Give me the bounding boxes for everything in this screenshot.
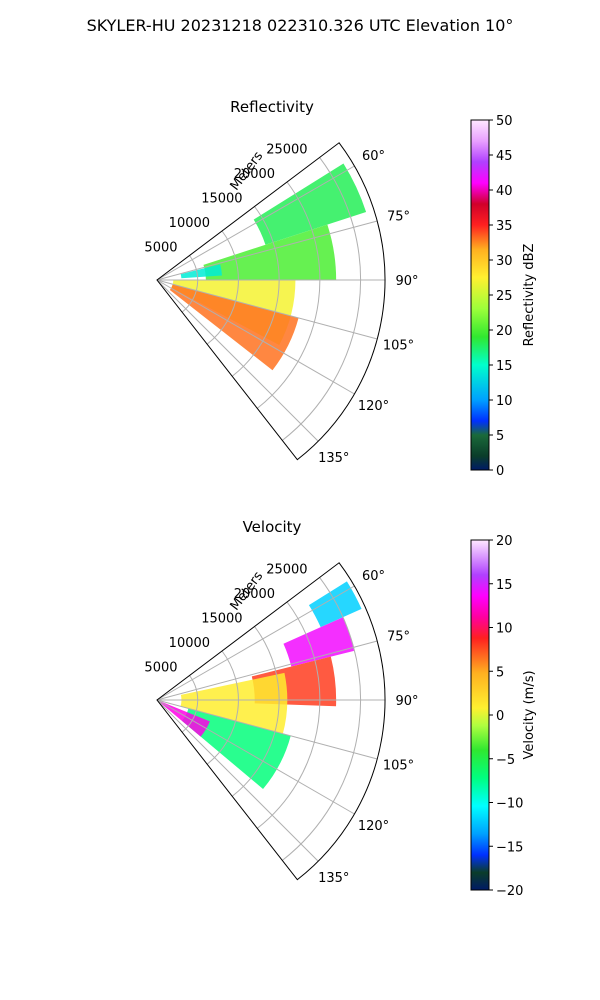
colorbar-tick-label: 40	[496, 184, 513, 199]
echo-region-1	[253, 163, 367, 245]
range-ring	[181, 675, 199, 733]
azimuth-grid-line	[156, 165, 355, 281]
velocity-panel: 5000 10000 15000 20000 25000 60° 75° 90° 105° 120…	[144, 518, 537, 899]
azimuth-grid-line	[156, 279, 355, 395]
azimuth-grid-line	[156, 699, 319, 862]
radial-tick-label: 5000	[144, 660, 177, 675]
azimuth-tick-label: 75°	[387, 629, 410, 644]
azimuth-grid-line	[156, 640, 378, 701]
colorbar-tick-label: 35	[496, 219, 513, 234]
colorbar-tick-label: 5	[496, 665, 504, 680]
radial-tick-label: 25000	[266, 562, 307, 577]
colorbar-tick-label: −15	[496, 840, 523, 855]
range-ring	[282, 157, 362, 441]
azimuth-tick-label: 105°	[383, 759, 414, 774]
colorbar-tick-label: −20	[496, 884, 523, 899]
range-ring	[282, 577, 362, 861]
colorbar-tick-label: 20	[496, 324, 513, 339]
colorbar-tick-label: 10	[496, 394, 513, 409]
radial-tick-label: 15000	[201, 191, 242, 206]
figure-title: SKYLER-HU 20231218 022310.326 UTC Elevat…	[86, 16, 514, 35]
echo-region-2	[203, 224, 337, 280]
sector-outline	[155, 142, 386, 461]
colorbar-tick-label: −5	[496, 753, 515, 768]
radial-tick-label: 5000	[144, 240, 177, 255]
panel-title: Reflectivity	[230, 98, 314, 116]
colorbar-tick-label: 25	[496, 289, 513, 304]
colorbar-tick-label: 45	[496, 149, 513, 164]
colorbar-label: Velocity (m/s)	[522, 670, 537, 759]
radial-tick-label: 20000	[234, 587, 275, 602]
echo-region-6	[160, 701, 210, 737]
range-ring	[231, 626, 280, 797]
radial-tick-label: 20000	[234, 167, 275, 182]
azimuth-grid-line	[156, 585, 355, 701]
echo-region-2	[283, 617, 355, 667]
reflectivity-panel: 5000 10000 15000 20000 25000 60° 75° 90° 105° 120…	[144, 98, 537, 479]
radial-tick-label: 25000	[266, 142, 307, 157]
range-ring	[181, 255, 199, 313]
range-ring	[256, 601, 321, 829]
azimuth-tick-label: 135°	[318, 451, 349, 466]
colorbar-tick-label: −10	[496, 797, 523, 812]
range-ring	[206, 230, 239, 345]
azimuth-tick-label: 75°	[387, 209, 410, 224]
echo-region-4	[180, 672, 288, 734]
azimuth-grid-line	[156, 699, 378, 760]
azimuth-tick-label: 90°	[395, 274, 418, 289]
colorbar-tick-label: 20	[496, 534, 513, 549]
radial-tick-label: 10000	[169, 216, 210, 231]
colorbar	[470, 119, 490, 471]
colorbar-label: Reflectivity dBZ	[522, 244, 537, 347]
colorbar-tick-label: 15	[496, 578, 513, 593]
azimuth-tick-label: 135°	[318, 871, 349, 886]
echo-region-1	[308, 581, 362, 628]
azimuth-grid-line	[156, 279, 319, 442]
colorbar-tick-label: 0	[496, 464, 504, 479]
colorbar-tick-label: 30	[496, 254, 513, 269]
radial-tick-label: 10000	[169, 636, 210, 651]
azimuth-grid-line	[156, 279, 378, 340]
azimuth-tick-label: 120°	[358, 819, 389, 834]
azimuth-grid-line	[156, 220, 378, 281]
azimuth-tick-label: 105°	[383, 339, 414, 354]
range-ring	[256, 181, 321, 409]
panel-title: Velocity	[243, 518, 302, 536]
azimuth-tick-label: 60°	[362, 149, 385, 164]
colorbar-tick-label: 15	[496, 359, 513, 374]
azimuth-grid-line	[156, 699, 355, 815]
colorbar-tick-label: 0	[496, 709, 504, 724]
azimuth-tick-label: 90°	[395, 694, 418, 709]
colorbar-tick-label: 5	[496, 429, 504, 444]
range-ring	[206, 650, 239, 765]
colorbar-tick-label: 50	[496, 114, 513, 129]
colorbar	[470, 539, 490, 891]
echo-region-5	[180, 264, 222, 279]
radial-tick-label: 15000	[201, 611, 242, 626]
sector-outline	[155, 562, 386, 881]
range-ring	[231, 206, 280, 377]
colorbar-tick-label: 10	[496, 622, 513, 637]
azimuth-tick-label: 120°	[358, 399, 389, 414]
azimuth-tick-label: 60°	[362, 569, 385, 584]
